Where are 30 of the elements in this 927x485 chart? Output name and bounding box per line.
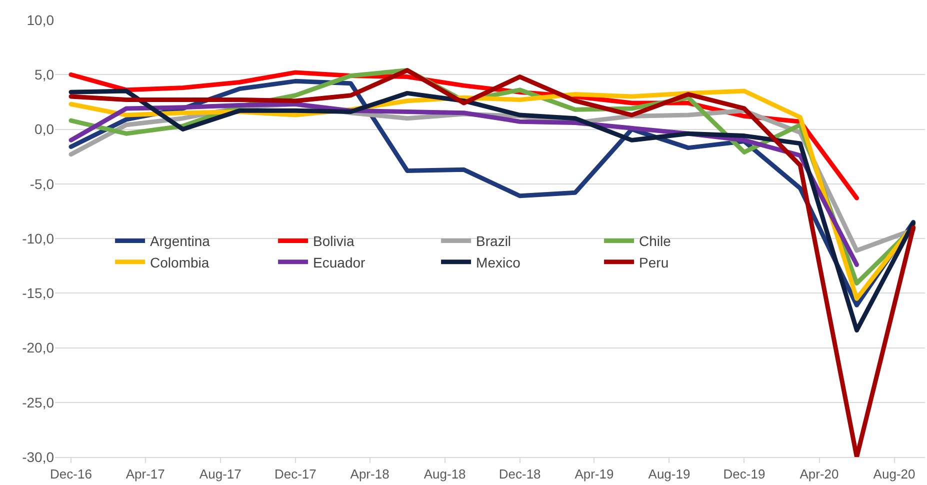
y-tick-label: -30,0: [22, 448, 54, 465]
x-tick-label: Aug-18: [424, 466, 466, 482]
x-tick-label: Aug-19: [648, 466, 690, 482]
legend-label: Ecuador: [313, 254, 366, 270]
legend-label: Colombia: [150, 254, 210, 270]
y-tick-label: 5,0: [34, 66, 54, 83]
legend-label: Peru: [639, 254, 669, 270]
x-tick-label: Dec-17: [274, 466, 316, 482]
legend-label: Chile: [639, 233, 672, 250]
x-tick-label: Dec-16: [50, 466, 92, 482]
x-tick-label: Apr-20: [800, 466, 839, 482]
y-tick-label: -10,0: [22, 230, 54, 246]
y-tick-label: 0,0: [34, 121, 54, 138]
x-tick-label: Dec-18: [498, 466, 541, 482]
x-tick-label: Aug-17: [199, 466, 242, 482]
legend-label: Bolivia: [313, 233, 354, 250]
x-tick-label: Apr-18: [350, 466, 390, 482]
x-tick-label: Apr-19: [574, 466, 614, 482]
line-series: [68, 68, 916, 457]
y-tick-label: -5,0: [30, 176, 54, 192]
x-tick-label: Apr-17: [126, 466, 165, 482]
x-tick-label: Dec-19: [723, 466, 766, 482]
y-tick-label: -15,0: [22, 285, 54, 302]
legend-label: Mexico: [476, 254, 521, 270]
y-tick-label: -20,0: [22, 340, 54, 356]
x-tick-label: Aug-20: [873, 466, 916, 482]
legend-label: Brazil: [476, 233, 512, 250]
y-tick-label: -25,0: [22, 394, 54, 410]
y-tick-label: 10,0: [26, 12, 54, 28]
legend-label: Argentina: [150, 233, 210, 250]
